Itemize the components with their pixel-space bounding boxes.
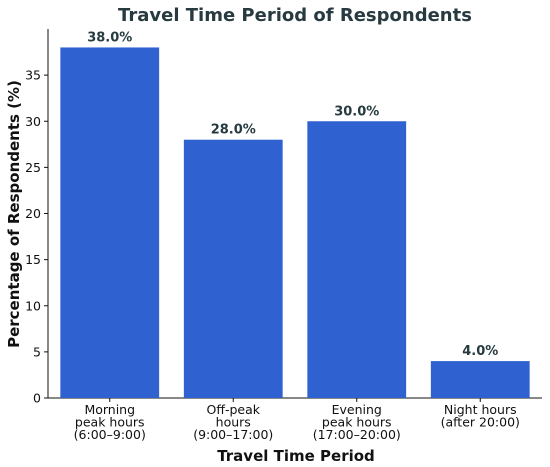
x-tick-label: Morning peak hours (6:00–9:00) xyxy=(74,402,146,442)
y-axis-label: Percentage of Respondents (%) xyxy=(5,80,23,348)
data-label: 28.0% xyxy=(211,123,256,138)
data-label: 4.0% xyxy=(462,344,498,359)
x-tick-label-line: (6:00–9:00) xyxy=(74,427,146,442)
x-tick-label-line: Evening xyxy=(332,402,382,417)
y-tick-label: 5 xyxy=(33,344,41,359)
bar xyxy=(307,121,407,398)
chart-title: Travel Time Period of Respondents xyxy=(118,5,472,26)
x-tick-label-line: peak hours xyxy=(75,415,145,430)
data-label: 38.0% xyxy=(87,30,132,45)
bar xyxy=(430,361,530,398)
x-tick-label-line: hours xyxy=(216,415,251,430)
x-tick-label-line: (9:00–17:00) xyxy=(193,427,273,442)
y-tick-label: 15 xyxy=(25,252,41,267)
y-tick-label: 10 xyxy=(25,298,41,313)
y-tick-label: 35 xyxy=(25,68,41,83)
data-label: 30.0% xyxy=(334,104,379,119)
x-tick-label-line: (17:00–20:00) xyxy=(313,427,401,442)
x-tick-label: Evening peak hours (17:00–20:00) xyxy=(313,402,401,442)
x-tick-label: Night hours (after 20:00) xyxy=(441,402,520,430)
x-tick-label-line: Morning xyxy=(84,402,135,417)
x-tick-label-line: Off-peak xyxy=(207,402,261,417)
x-axis-label: Travel Time Period xyxy=(217,447,375,465)
y-tick-label: 20 xyxy=(25,206,41,221)
y-tick-label: 30 xyxy=(25,114,41,129)
y-tick-label: 25 xyxy=(25,160,41,175)
x-tick-label: Off-peak hours (9:00–17:00) xyxy=(193,402,273,442)
bar xyxy=(60,47,160,398)
x-tick-label-line: peak hours xyxy=(322,415,392,430)
bar xyxy=(183,139,283,398)
x-tick-label-line: Night hours xyxy=(444,402,517,417)
x-tick-label-line: (after 20:00) xyxy=(441,415,520,430)
y-tick-label: 0 xyxy=(33,391,41,406)
